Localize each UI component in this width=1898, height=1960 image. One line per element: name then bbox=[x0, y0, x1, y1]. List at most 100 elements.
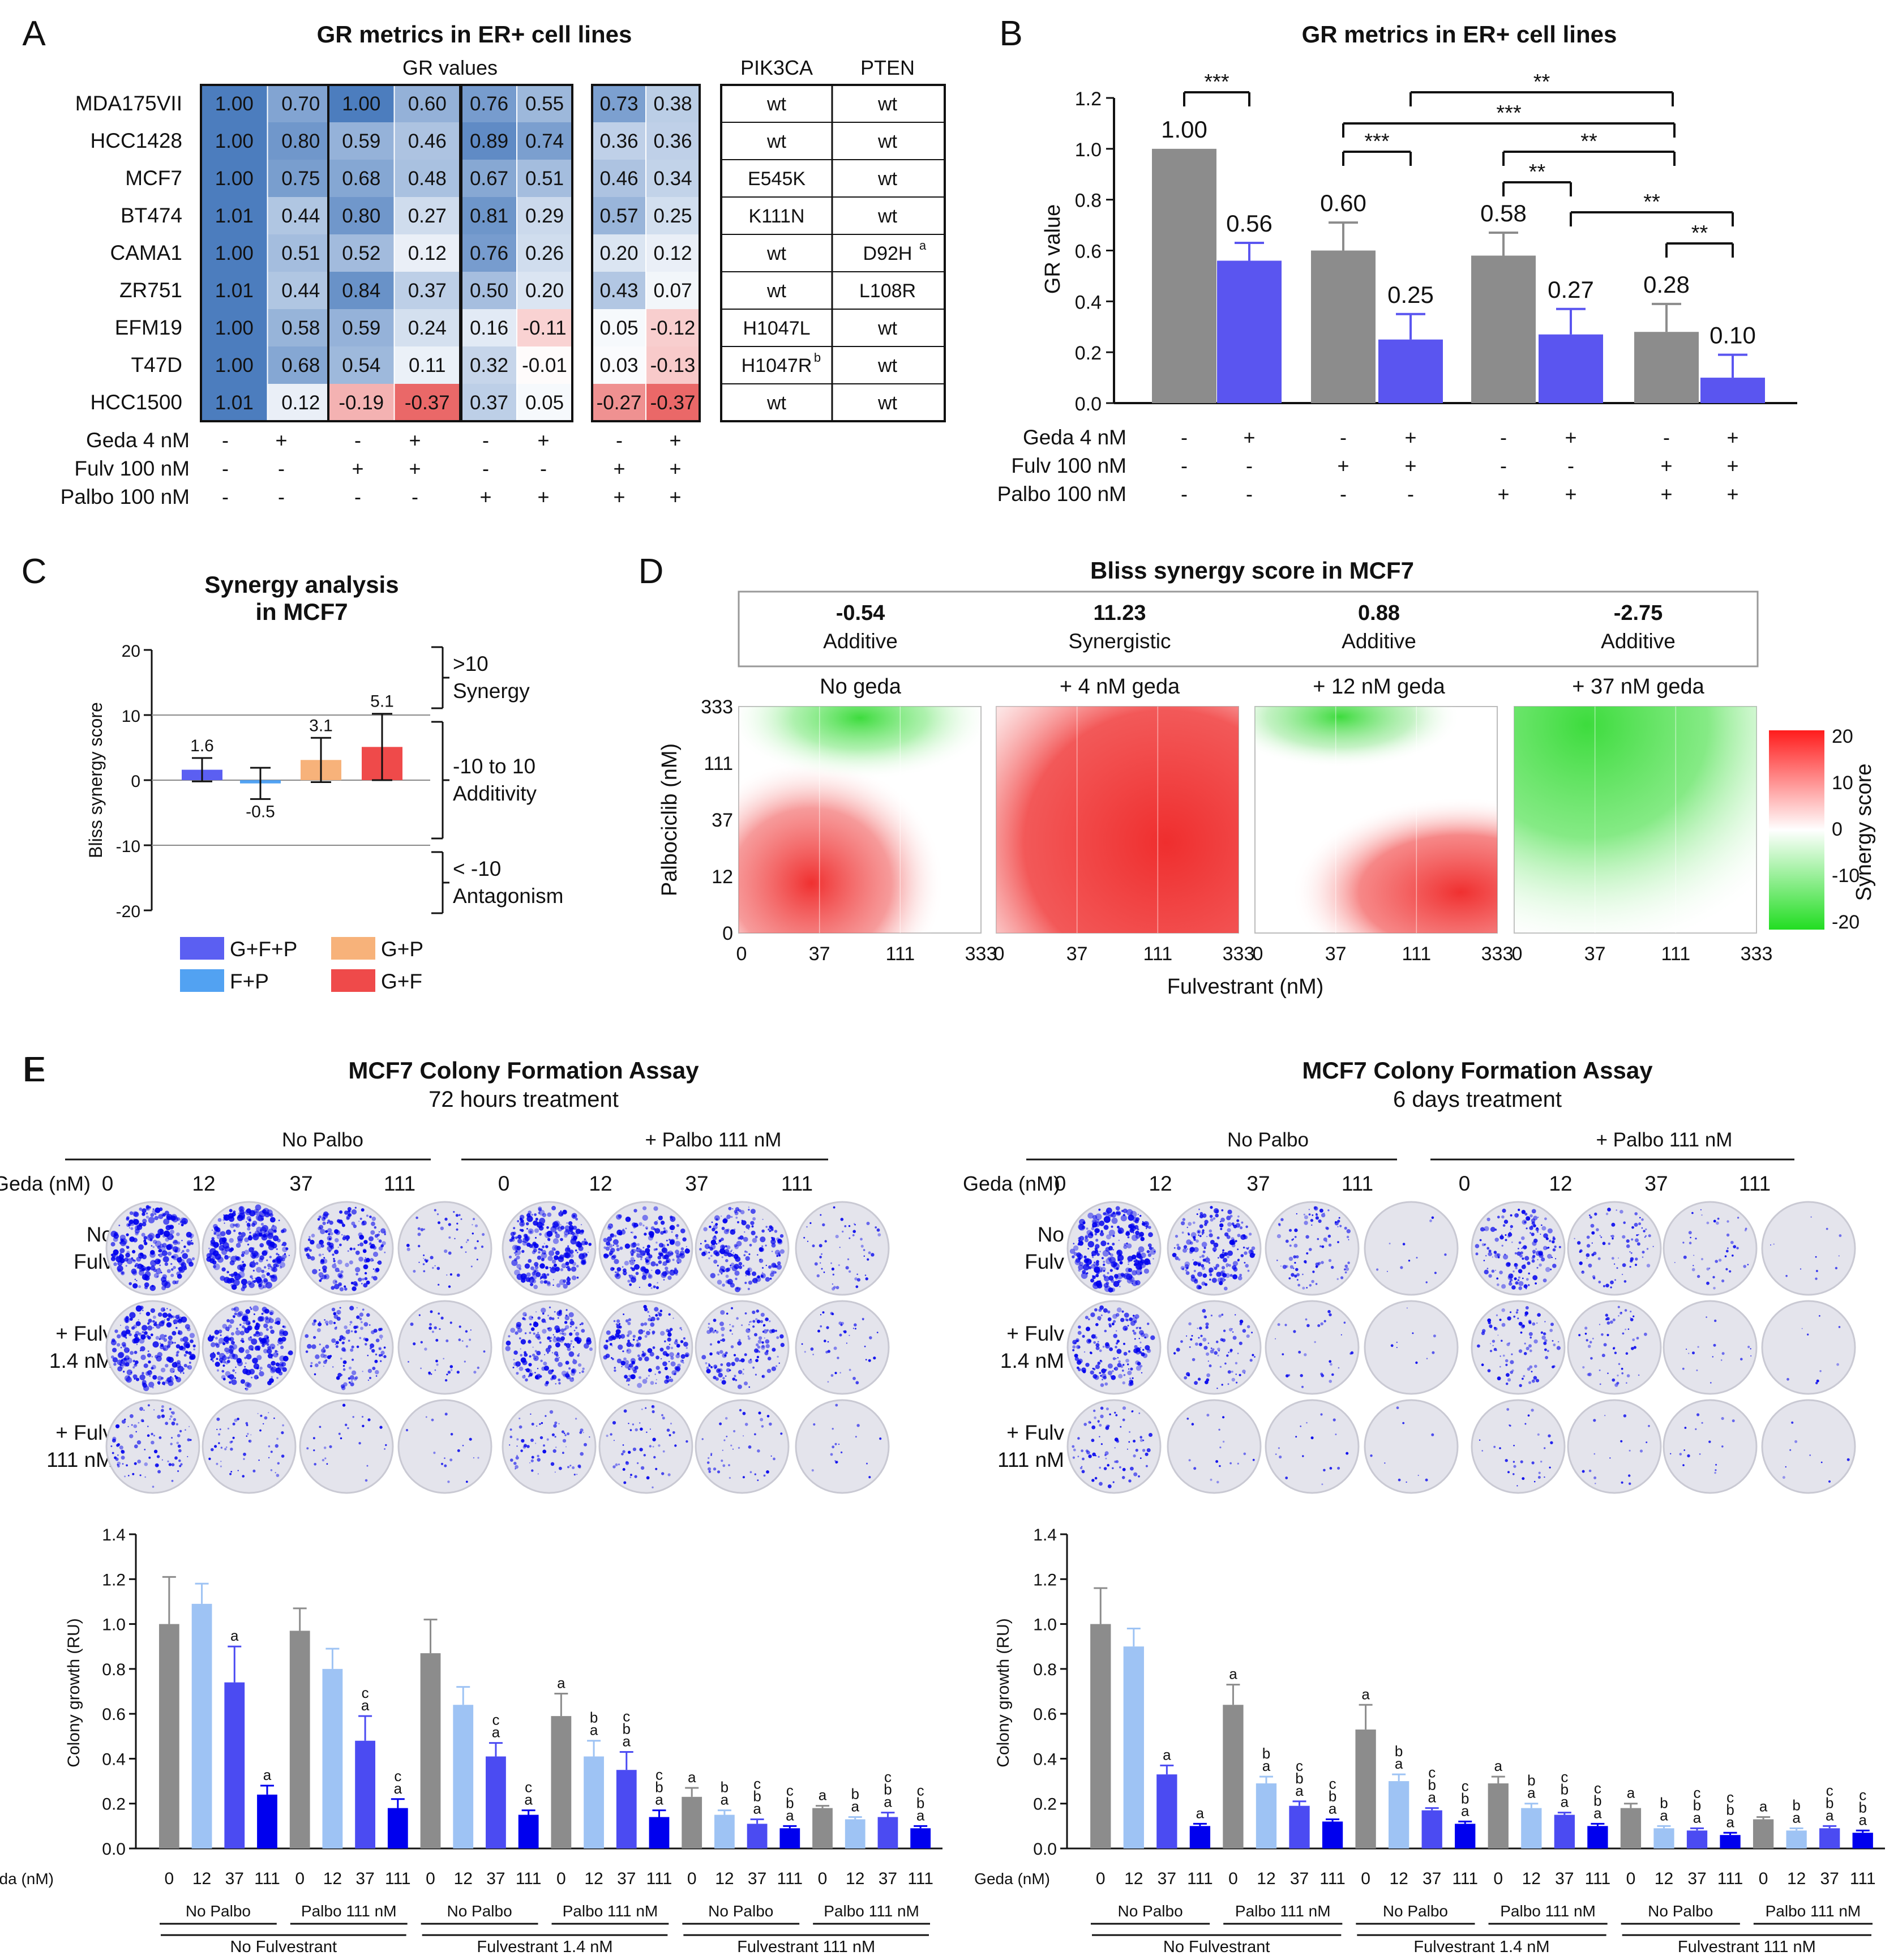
colony bbox=[1132, 1377, 1134, 1379]
colony bbox=[1244, 1261, 1246, 1264]
colony bbox=[1117, 1212, 1121, 1216]
colony bbox=[222, 1364, 225, 1367]
colony bbox=[530, 1282, 534, 1286]
heatmap-cell bbox=[328, 85, 395, 122]
colony bbox=[1093, 1281, 1098, 1286]
colony bbox=[269, 1217, 276, 1223]
colony bbox=[1596, 1228, 1599, 1231]
colony bbox=[1089, 1351, 1092, 1354]
colony bbox=[622, 1266, 624, 1268]
colony bbox=[138, 1285, 142, 1289]
colony bbox=[1718, 1259, 1722, 1262]
colony bbox=[1618, 1363, 1621, 1366]
colony bbox=[1522, 1377, 1524, 1380]
colony bbox=[1733, 1245, 1737, 1249]
colony bbox=[655, 1467, 658, 1470]
colony bbox=[738, 1339, 741, 1342]
colony bbox=[628, 1423, 629, 1424]
colony bbox=[142, 1309, 144, 1311]
colony bbox=[312, 1322, 316, 1326]
data-label: 1.6 bbox=[190, 737, 214, 755]
heatmap-value: 0.51 bbox=[525, 168, 564, 190]
colony bbox=[666, 1329, 670, 1333]
colony bbox=[530, 1439, 534, 1442]
colony bbox=[515, 1468, 516, 1470]
colony bbox=[575, 1418, 577, 1420]
colony bbox=[1610, 1280, 1614, 1285]
colony bbox=[152, 1341, 159, 1348]
colony bbox=[624, 1261, 629, 1266]
colony bbox=[756, 1309, 760, 1313]
colony bbox=[1209, 1233, 1213, 1238]
colony bbox=[159, 1264, 161, 1266]
colony bbox=[1246, 1325, 1250, 1329]
colony bbox=[1069, 1248, 1076, 1254]
colony bbox=[132, 1249, 136, 1253]
colony bbox=[626, 1342, 632, 1347]
geda-value: 0 bbox=[498, 1172, 510, 1195]
colony bbox=[241, 1340, 245, 1343]
colony bbox=[629, 1363, 633, 1368]
colony bbox=[132, 1259, 136, 1263]
colony bbox=[380, 1244, 384, 1248]
y-tick-label: 1.0 bbox=[102, 1616, 126, 1634]
legend-label: G+P bbox=[381, 938, 423, 961]
colony bbox=[577, 1354, 580, 1357]
colony bbox=[1113, 1263, 1120, 1270]
heatmap-value: 0.32 bbox=[470, 354, 508, 376]
colony bbox=[726, 1245, 731, 1249]
colony bbox=[720, 1379, 722, 1381]
colony bbox=[533, 1332, 535, 1335]
colony bbox=[117, 1334, 121, 1339]
colony bbox=[563, 1252, 569, 1258]
colony bbox=[722, 1218, 728, 1224]
colony bbox=[1523, 1375, 1526, 1377]
colony bbox=[358, 1442, 361, 1445]
colony bbox=[1321, 1261, 1324, 1264]
colony bbox=[1096, 1260, 1099, 1264]
colony bbox=[563, 1283, 568, 1289]
colony bbox=[722, 1283, 725, 1287]
colony bbox=[629, 1476, 632, 1478]
y-tick-label: 1.2 bbox=[1075, 88, 1102, 110]
colony bbox=[721, 1338, 726, 1342]
colony bbox=[1175, 1256, 1179, 1260]
treatment-sign: - bbox=[354, 429, 361, 452]
colony bbox=[173, 1418, 177, 1422]
panel-f-title: MCF7 Colony Formation Assay bbox=[1302, 1057, 1653, 1084]
colony bbox=[779, 1334, 784, 1339]
colony bbox=[126, 1217, 130, 1221]
colony bbox=[730, 1345, 734, 1349]
colony bbox=[369, 1242, 372, 1245]
colony bbox=[177, 1257, 182, 1263]
colony bbox=[157, 1312, 162, 1317]
colony bbox=[1192, 1358, 1196, 1362]
colony bbox=[570, 1319, 572, 1321]
colony bbox=[519, 1337, 521, 1340]
heatmap-value: 0.80 bbox=[281, 130, 320, 152]
colony bbox=[288, 1352, 290, 1355]
colony bbox=[1547, 1228, 1553, 1234]
colony bbox=[674, 1372, 676, 1376]
colony bbox=[253, 1313, 255, 1315]
colony bbox=[1494, 1326, 1496, 1329]
colony bbox=[179, 1465, 182, 1467]
colony bbox=[1184, 1376, 1188, 1380]
colony bbox=[605, 1354, 610, 1358]
colony bbox=[331, 1338, 336, 1343]
colony bbox=[226, 1359, 230, 1363]
colony-dish bbox=[1663, 1201, 1758, 1296]
heatmap-value: 0.54 bbox=[342, 354, 380, 376]
heatmap-value: -0.37 bbox=[405, 392, 450, 414]
colony bbox=[1082, 1370, 1086, 1373]
colony bbox=[434, 1326, 437, 1329]
colony bbox=[550, 1377, 554, 1381]
colony bbox=[119, 1241, 122, 1244]
colony bbox=[1176, 1347, 1180, 1352]
colony bbox=[339, 1210, 343, 1214]
colony bbox=[703, 1227, 708, 1231]
colony bbox=[154, 1216, 159, 1221]
colony bbox=[1115, 1358, 1117, 1359]
x-tick-label: 0 bbox=[426, 1869, 435, 1888]
colony bbox=[1120, 1215, 1127, 1222]
